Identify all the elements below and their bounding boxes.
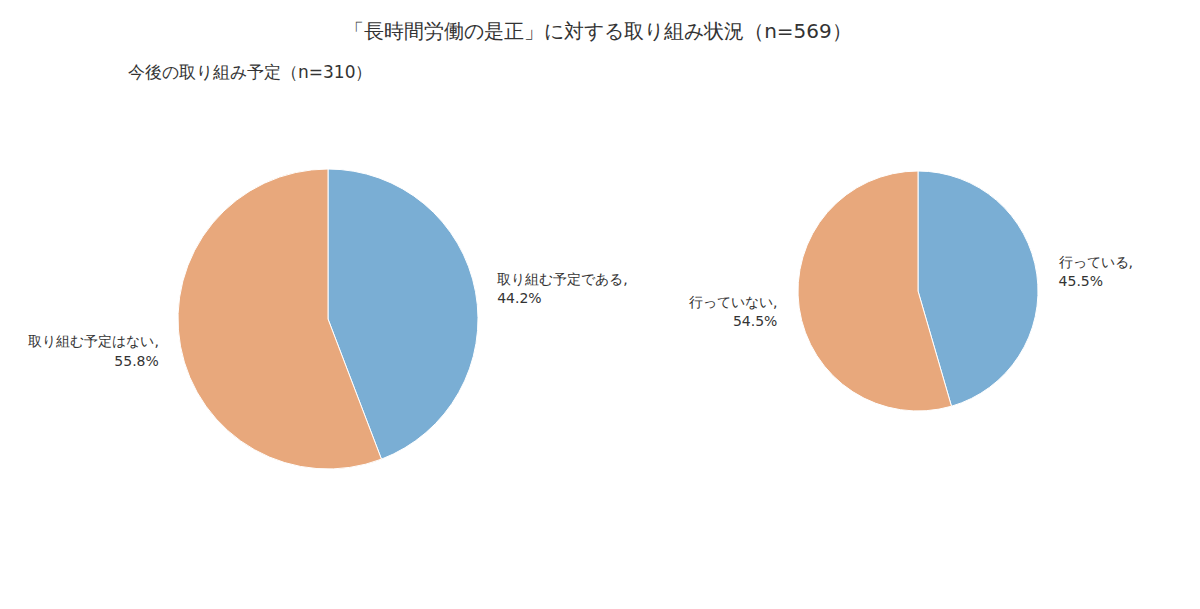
svg-text:行っていない,54.5%: 行っていない,54.5%: [689, 294, 777, 330]
html-text:今後の取り組み予定（n=310）: 今後の取り組み予定（n=310）: [128, 62, 373, 82]
svg-text:取り組む予定はない,55.8%: 取り組む予定はない,55.8%: [28, 333, 158, 369]
svg-text:行っている,45.5%: 行っている,45.5%: [1059, 254, 1133, 290]
html-text:「長時間労働の是正」に対する取り組み状況（n=569）: 「長時間労働の是正」に対する取り組み状況（n=569）: [344, 19, 852, 43]
svg-text:取り組む予定である,44.2%: 取り組む予定である,44.2%: [497, 271, 627, 307]
